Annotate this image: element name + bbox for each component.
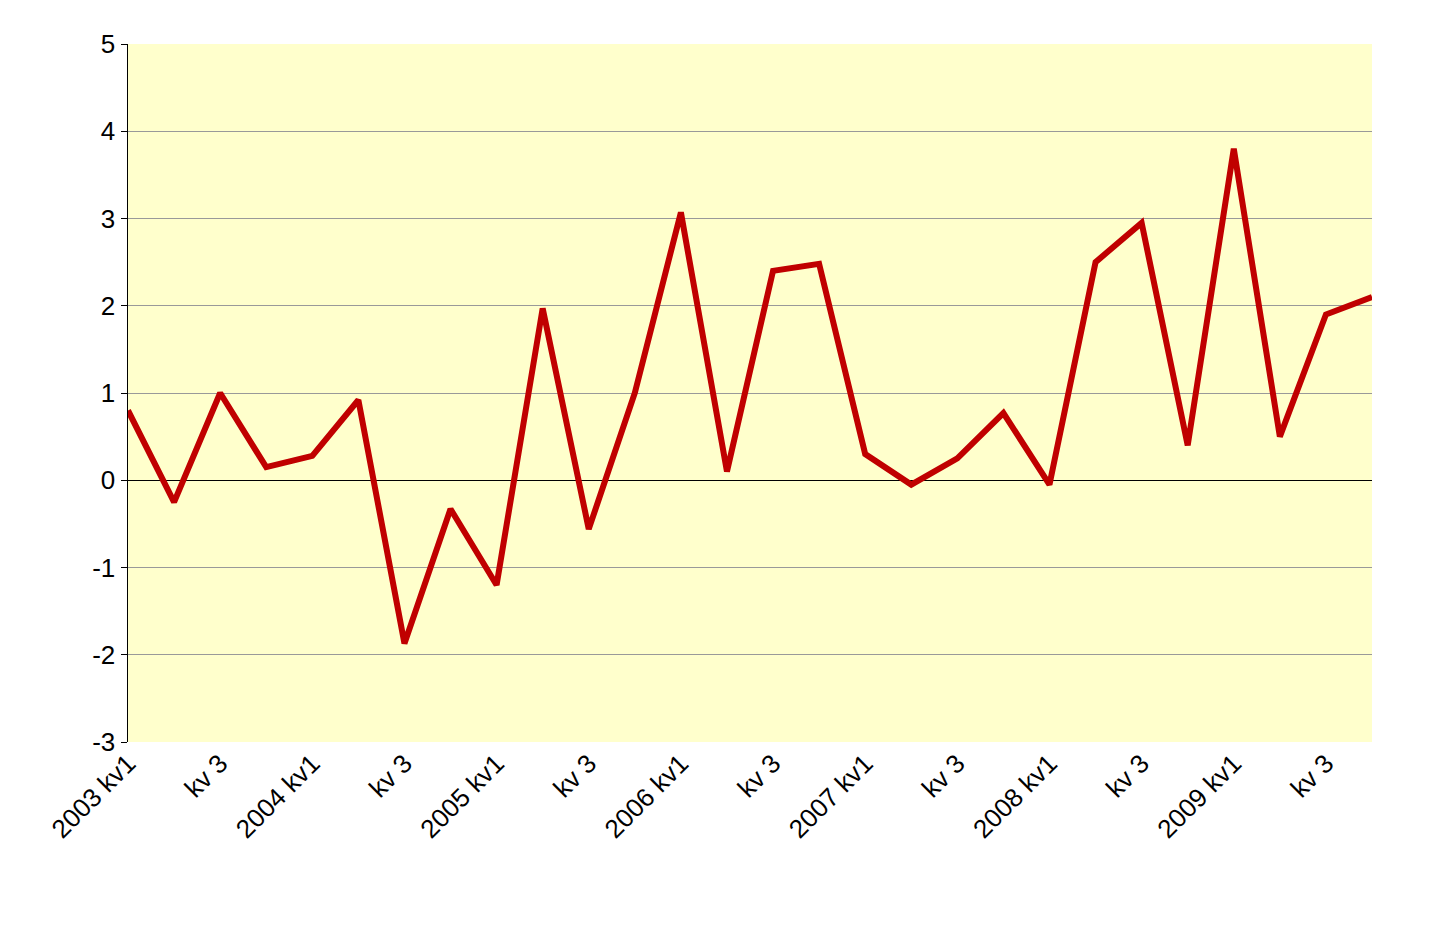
svg-text:4: 4 — [101, 116, 115, 146]
svg-text:-3: -3 — [92, 727, 115, 757]
svg-text:2005 kv1: 2005 kv1 — [414, 748, 510, 844]
svg-text:2004 kv1: 2004 kv1 — [230, 748, 326, 844]
svg-text:2007 kv1: 2007 kv1 — [783, 748, 879, 844]
svg-text:kv 3: kv 3 — [732, 748, 787, 803]
svg-text:-1: -1 — [92, 553, 115, 583]
svg-text:2006 kv1: 2006 kv1 — [598, 748, 694, 844]
svg-text:kv 3: kv 3 — [179, 748, 234, 803]
svg-text:2003 kv1: 2003 kv1 — [46, 748, 142, 844]
svg-text:2008 kv1: 2008 kv1 — [967, 748, 1063, 844]
svg-text:0: 0 — [101, 465, 115, 495]
svg-text:kv 3: kv 3 — [1284, 748, 1339, 803]
svg-text:2009 kv1: 2009 kv1 — [1151, 748, 1247, 844]
svg-text:kv 3: kv 3 — [547, 748, 602, 803]
svg-text:-2: -2 — [92, 640, 115, 670]
svg-text:kv 3: kv 3 — [916, 748, 971, 803]
svg-text:3: 3 — [101, 204, 115, 234]
svg-text:1: 1 — [101, 378, 115, 408]
svg-text:kv 3: kv 3 — [363, 748, 418, 803]
svg-text:kv 3: kv 3 — [1100, 748, 1155, 803]
svg-text:2: 2 — [101, 291, 115, 321]
svg-text:5: 5 — [101, 29, 115, 59]
